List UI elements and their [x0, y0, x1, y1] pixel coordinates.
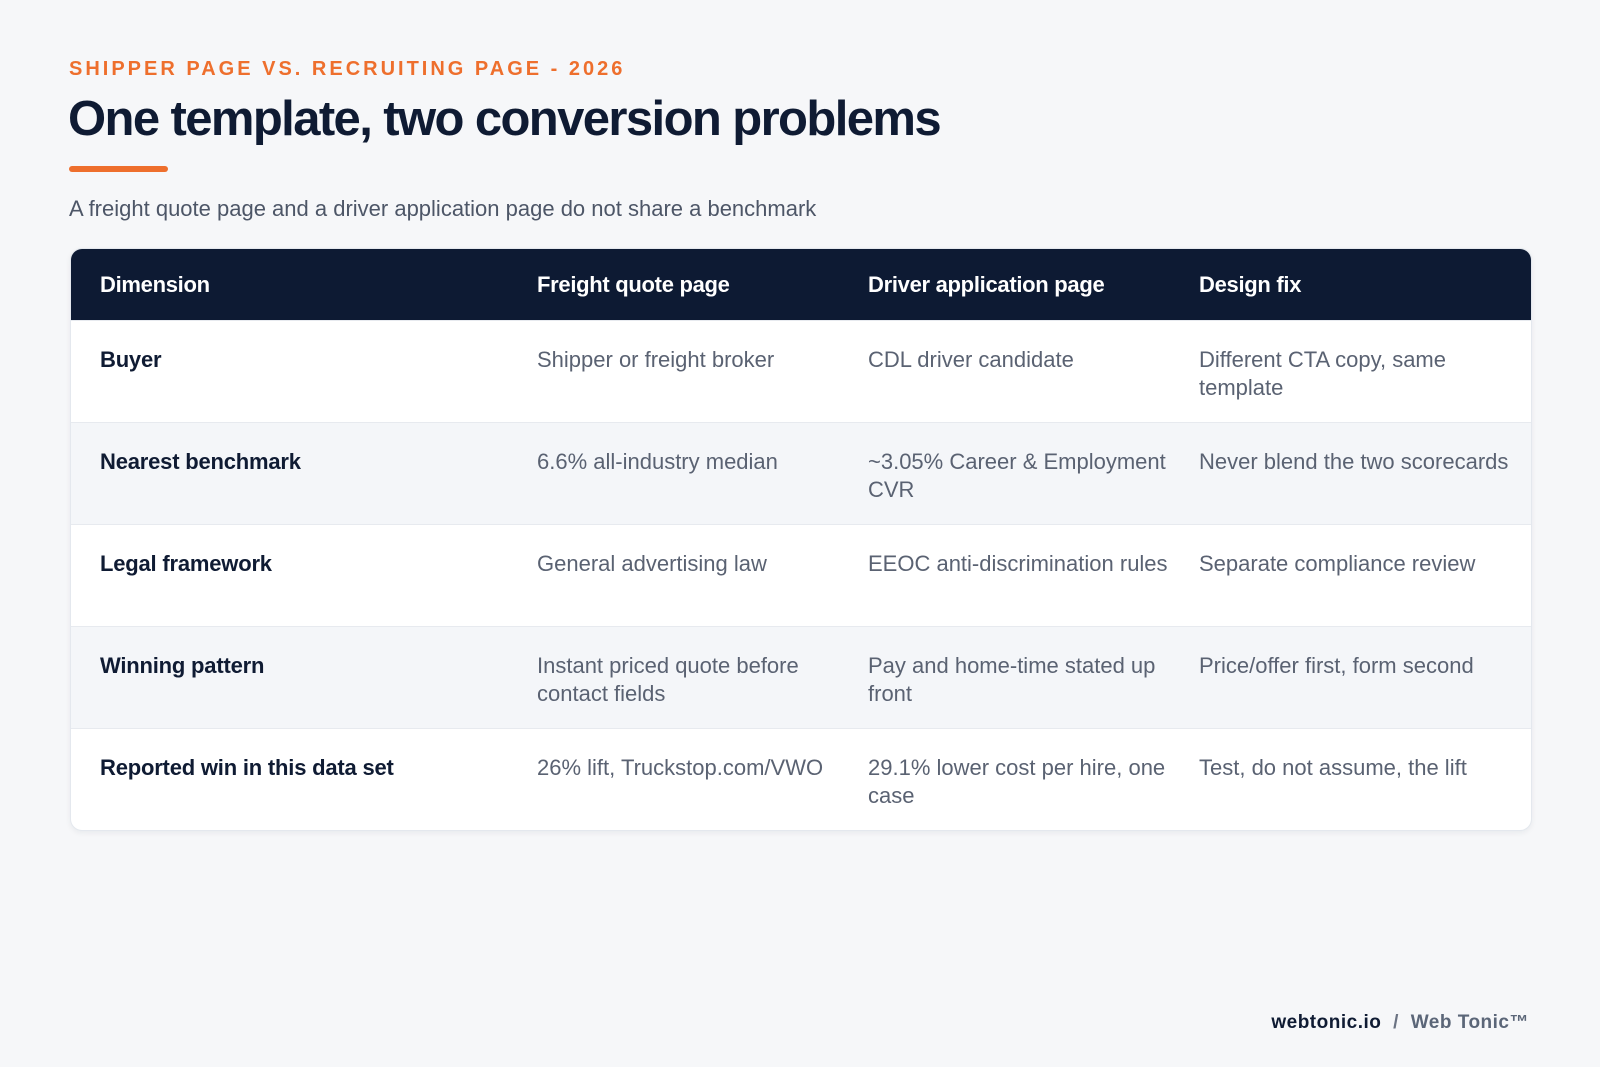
footer-separator: /	[1393, 1012, 1399, 1033]
eyebrow-label: SHIPPER PAGE VS. RECRUITING PAGE - 2026	[69, 58, 626, 80]
freight-quote-cell: General advertising law	[537, 551, 767, 576]
footer-credit: webtonic.io / Web Tonic™	[1271, 1012, 1529, 1034]
driver-application-cell: 29.1% lower cost per hire, one case	[868, 755, 1166, 808]
driver-application-cell: EEOC anti-discrimination rules	[868, 551, 1168, 576]
design-fix-cell: Never blend the two scorecards	[1199, 449, 1509, 474]
freight-quote-cell: Instant priced quote before contact fiel…	[537, 653, 799, 706]
comparison-table: Dimension Freight quote page Driver appl…	[70, 248, 1532, 831]
footer-brand: Web Tonic™	[1410, 1012, 1529, 1033]
driver-application-cell: CDL driver candidate	[868, 347, 1074, 372]
freight-quote-cell: 6.6% all-industry median	[537, 449, 778, 474]
design-fix-cell: Price/offer first, form second	[1199, 653, 1474, 678]
table-row: Reported win in this data set 26% lift, …	[71, 728, 1531, 830]
header-design-fix: Design fix	[1199, 271, 1302, 297]
row-dimension-cell: Winning pattern	[100, 653, 265, 678]
title-accent-bar	[69, 166, 168, 172]
page-title: One template, two conversion problems	[68, 92, 942, 146]
row-dimension-cell: Nearest benchmark	[100, 449, 301, 474]
row-dimension-cell: Legal framework	[100, 551, 272, 576]
design-fix-cell: Separate compliance review	[1199, 551, 1476, 576]
row-dimension-cell: Reported win in this data set	[100, 755, 394, 780]
design-fix-cell: Test, do not assume, the lift	[1199, 755, 1467, 780]
table-row: Nearest benchmark 6.6% all-industry medi…	[71, 422, 1531, 524]
freight-quote-cell: 26% lift, Truckstop.com/VWO	[537, 755, 824, 780]
driver-application-cell: ~3.05% Career & Employment CVR	[868, 449, 1166, 502]
table-row: Legal framework General advertising law …	[71, 524, 1531, 626]
row-dimension-cell: Buyer	[100, 347, 162, 372]
header-driver-application-page: Driver application page	[868, 271, 1105, 297]
header-dimension: Dimension	[100, 271, 210, 297]
page-subtitle: A freight quote page and a driver applic…	[69, 196, 817, 221]
table-row: Winning pattern Instant priced quote bef…	[71, 626, 1531, 728]
table-row: Buyer Shipper or freight broker CDL driv…	[71, 320, 1531, 422]
driver-application-cell: Pay and home-time stated up front	[868, 653, 1156, 706]
freight-quote-cell: Shipper or freight broker	[537, 347, 775, 372]
footer-domain: webtonic.io	[1271, 1012, 1382, 1033]
design-fix-cell: Different CTA copy, same template	[1199, 347, 1446, 400]
header-freight-quote-page: Freight quote page	[537, 271, 730, 297]
table-header-row: Dimension Freight quote page Driver appl…	[71, 249, 1531, 320]
